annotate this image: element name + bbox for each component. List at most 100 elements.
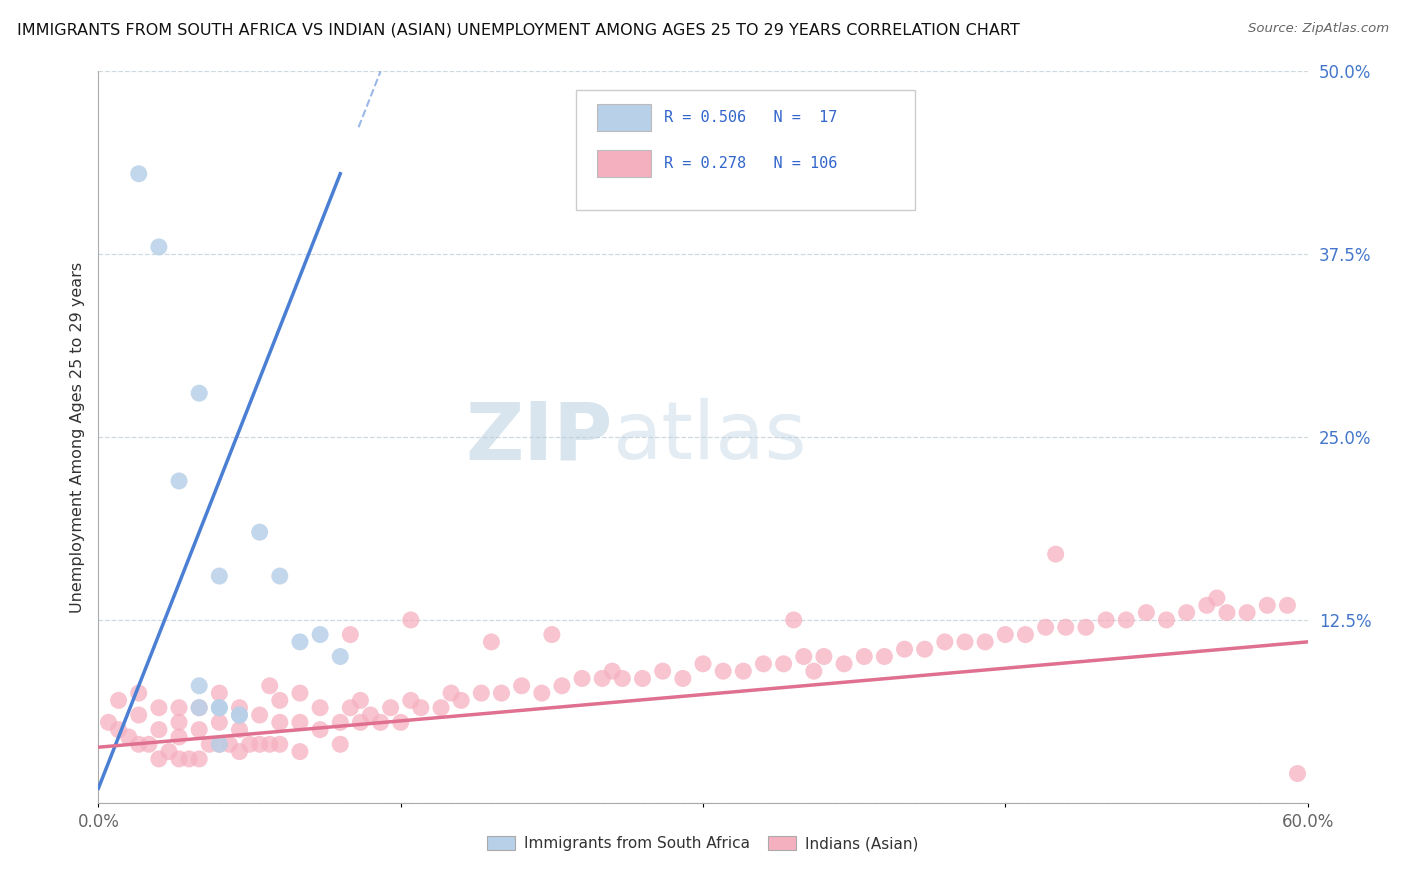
Point: [128, 737, 150, 751]
Point: [803, 664, 825, 678]
Point: [269, 569, 291, 583]
Point: [249, 525, 271, 540]
Point: [218, 737, 240, 751]
Point: [974, 635, 997, 649]
Point: [914, 642, 936, 657]
Point: [1014, 627, 1036, 641]
Point: [631, 672, 654, 686]
Point: [1035, 620, 1057, 634]
Point: [97, 715, 120, 730]
Point: [470, 686, 492, 700]
Point: [239, 737, 262, 751]
Point: [228, 700, 250, 714]
Point: [450, 693, 472, 707]
Point: [389, 715, 412, 730]
Point: [167, 700, 190, 714]
Point: [1156, 613, 1178, 627]
Point: [409, 700, 432, 714]
Point: [188, 752, 211, 766]
Point: [309, 700, 332, 714]
Point: [510, 679, 533, 693]
Point: [288, 715, 311, 730]
Point: [118, 730, 141, 744]
Point: [228, 708, 250, 723]
Point: [157, 745, 180, 759]
Point: [309, 627, 332, 641]
Point: [107, 693, 129, 707]
Point: [571, 672, 593, 686]
Point: [339, 700, 361, 714]
Point: [179, 752, 201, 766]
Point: [309, 723, 332, 737]
Point: [128, 686, 150, 700]
Point: [1045, 547, 1067, 561]
Point: [1054, 620, 1077, 634]
Point: [259, 737, 281, 751]
Point: [1195, 599, 1218, 613]
Point: [269, 693, 291, 707]
Point: [430, 700, 453, 714]
Point: [167, 474, 190, 488]
Point: [167, 730, 190, 744]
Text: IMMIGRANTS FROM SOUTH AFRICA VS INDIAN (ASIAN) UNEMPLOYMENT AMONG AGES 25 TO 29 : IMMIGRANTS FROM SOUTH AFRICA VS INDIAN (…: [17, 22, 1019, 37]
Point: [440, 686, 463, 700]
Point: [813, 649, 835, 664]
Point: [208, 715, 231, 730]
Point: [228, 723, 250, 737]
Point: [380, 700, 402, 714]
Point: [853, 649, 876, 664]
Point: [591, 672, 613, 686]
Point: [107, 723, 129, 737]
Point: [228, 745, 250, 759]
Point: [188, 700, 211, 714]
Point: [1236, 606, 1258, 620]
Y-axis label: Unemployment Among Ages 25 to 29 years: Unemployment Among Ages 25 to 29 years: [69, 261, 84, 613]
Point: [329, 715, 352, 730]
Point: [733, 664, 755, 678]
Point: [269, 715, 291, 730]
FancyBboxPatch shape: [596, 103, 651, 131]
Point: [399, 613, 422, 627]
Point: [793, 649, 815, 664]
Point: [1206, 591, 1229, 605]
Point: [692, 657, 714, 671]
Point: [228, 708, 250, 723]
Point: [1286, 766, 1309, 780]
FancyBboxPatch shape: [576, 90, 915, 211]
Point: [1095, 613, 1118, 627]
Point: [148, 240, 170, 254]
Point: [329, 737, 352, 751]
Point: [1216, 606, 1239, 620]
Text: Source: ZipAtlas.com: Source: ZipAtlas.com: [1249, 22, 1389, 36]
Point: [953, 635, 976, 649]
Point: [188, 700, 211, 714]
Point: [288, 745, 311, 759]
Point: [148, 700, 170, 714]
Point: [1135, 606, 1157, 620]
Point: [783, 613, 806, 627]
Text: R = 0.506   N =  17: R = 0.506 N = 17: [664, 110, 838, 125]
Point: [208, 737, 231, 751]
Point: [128, 167, 150, 181]
Point: [208, 700, 231, 714]
Point: [672, 672, 695, 686]
Point: [370, 715, 392, 730]
FancyBboxPatch shape: [596, 150, 651, 178]
Point: [1115, 613, 1137, 627]
Point: [198, 737, 221, 751]
Point: [399, 693, 422, 707]
Point: [1175, 606, 1198, 620]
Text: ZIP: ZIP: [465, 398, 613, 476]
Point: [612, 672, 634, 686]
Point: [259, 679, 281, 693]
Point: [167, 752, 190, 766]
Point: [288, 686, 311, 700]
Point: [249, 708, 271, 723]
Point: [934, 635, 956, 649]
Legend: Immigrants from South Africa, Indians (Asian): Immigrants from South Africa, Indians (A…: [481, 830, 925, 857]
Point: [188, 723, 211, 737]
Point: [1074, 620, 1097, 634]
Text: R = 0.278   N = 106: R = 0.278 N = 106: [664, 156, 838, 171]
Point: [994, 627, 1017, 641]
Text: atlas: atlas: [613, 398, 807, 476]
